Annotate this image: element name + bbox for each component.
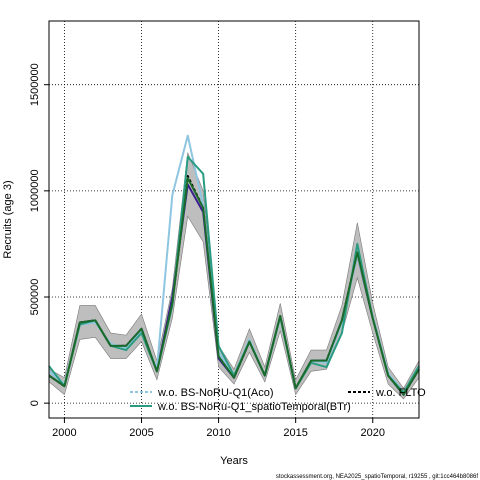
- x-tick-label: 2010: [206, 427, 230, 439]
- x-tick-label: 2000: [52, 427, 76, 439]
- y-tick-label: 1500000: [29, 63, 41, 106]
- legend: w.o. BS-NoRU-Q1(Aco) w.o. BS-NoRu-Q1_spat…: [130, 387, 426, 413]
- plot-frame: [48, 20, 420, 419]
- y-axis-title: Recruits (age 3): [2, 180, 14, 258]
- series-line-4: [48, 177, 420, 396]
- y-axis-ticks: 0 500000 1000000 1500000: [29, 63, 49, 406]
- footer-credit: stockassessment.org, NEA2025_spatioTempo…: [276, 474, 478, 480]
- x-tick-label: 2005: [129, 427, 153, 439]
- x-axis-title: Years: [220, 455, 248, 467]
- legend-label: w.o. BS-NoRu-Q1_spatioTemporal(BTr): [157, 401, 351, 413]
- series-layer: [48, 134, 420, 396]
- x-tick-label: 2015: [283, 427, 307, 439]
- y-tick-label: 1000000: [29, 169, 41, 212]
- x-axis-ticks: 2000 2005 2010 2015 2020: [52, 418, 385, 439]
- legend-label: w.o. BS-NoRU-Q1(Aco): [157, 387, 274, 399]
- y-tick-label: 0: [29, 400, 41, 406]
- y-tick-label: 500000: [29, 279, 41, 316]
- legend-label: w.o. FLTO: [375, 387, 426, 399]
- x-tick-label: 2020: [361, 427, 385, 439]
